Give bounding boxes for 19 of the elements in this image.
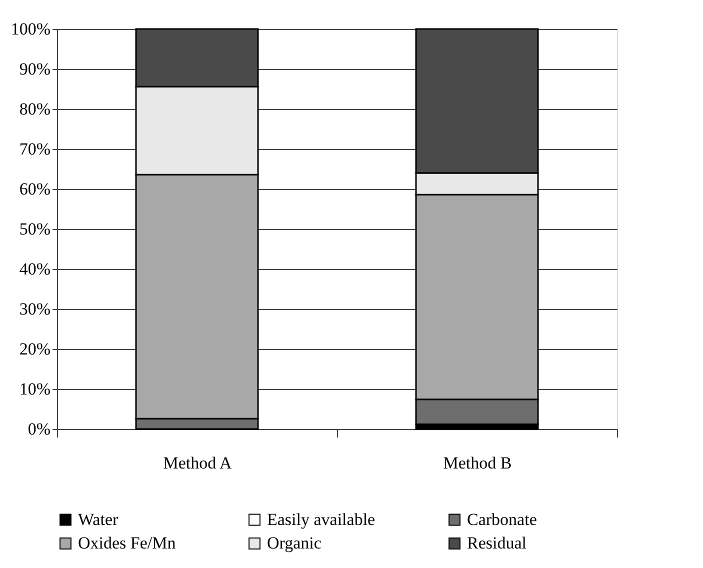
y-tick-label: 30% xyxy=(19,300,50,318)
y-tick-label: 80% xyxy=(19,100,50,118)
legend-label: Carbonate xyxy=(467,510,537,529)
legend-label: Organic xyxy=(267,534,322,552)
x-tick-label: Method B xyxy=(443,454,512,472)
y-tick-label: 10% xyxy=(19,380,50,398)
y-tick-label: 90% xyxy=(19,60,50,78)
legend-label: Oxides Fe/Mn xyxy=(78,534,176,552)
y-tick-label: 100% xyxy=(10,20,50,38)
y-tick-label: 70% xyxy=(19,140,50,158)
legend-label: Residual xyxy=(467,534,527,552)
y-tick-label: 40% xyxy=(19,260,50,278)
y-tick-label: 50% xyxy=(19,220,50,238)
y-tick-label: 60% xyxy=(19,180,50,198)
legend-label: Water xyxy=(78,510,118,529)
y-tick-label: 0% xyxy=(28,420,50,438)
y-tick-label: 20% xyxy=(19,340,50,358)
x-tick-label: Method A xyxy=(163,454,232,472)
legend-label: Easily available xyxy=(267,510,376,529)
